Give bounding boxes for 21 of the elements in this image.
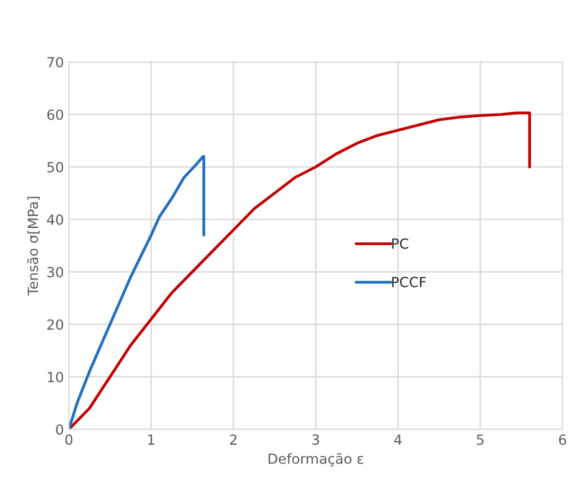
x-tick-label: 2 xyxy=(230,434,236,445)
y-tick-label: 20 xyxy=(47,319,64,330)
y-tick-label: 0 xyxy=(56,424,64,435)
y-axis-title: Tensão σ[MPa] xyxy=(27,196,40,296)
x-tick-label: 1 xyxy=(148,434,154,445)
x-tick-label: 5 xyxy=(476,434,484,445)
line-series xyxy=(68,155,206,430)
y-tick-label: 10 xyxy=(48,372,64,382)
x-tick-label: 6 xyxy=(559,434,566,445)
y-tick-label: 60 xyxy=(47,109,64,120)
y-tick-label: 40 xyxy=(47,214,64,225)
y-tick-label: 30 xyxy=(47,266,64,278)
y-tick-label: 70 xyxy=(47,56,64,68)
x-axis-title: Deformação ε xyxy=(268,452,364,466)
legend-label: PCCF xyxy=(392,276,426,288)
x-tick-label: 4 xyxy=(394,434,402,445)
line-series xyxy=(68,112,531,430)
y-tick-label: 50 xyxy=(47,162,64,172)
x-tick-label: 0 xyxy=(65,434,72,445)
legend-label: PC xyxy=(392,238,408,249)
x-tick-label: 3 xyxy=(312,434,320,445)
